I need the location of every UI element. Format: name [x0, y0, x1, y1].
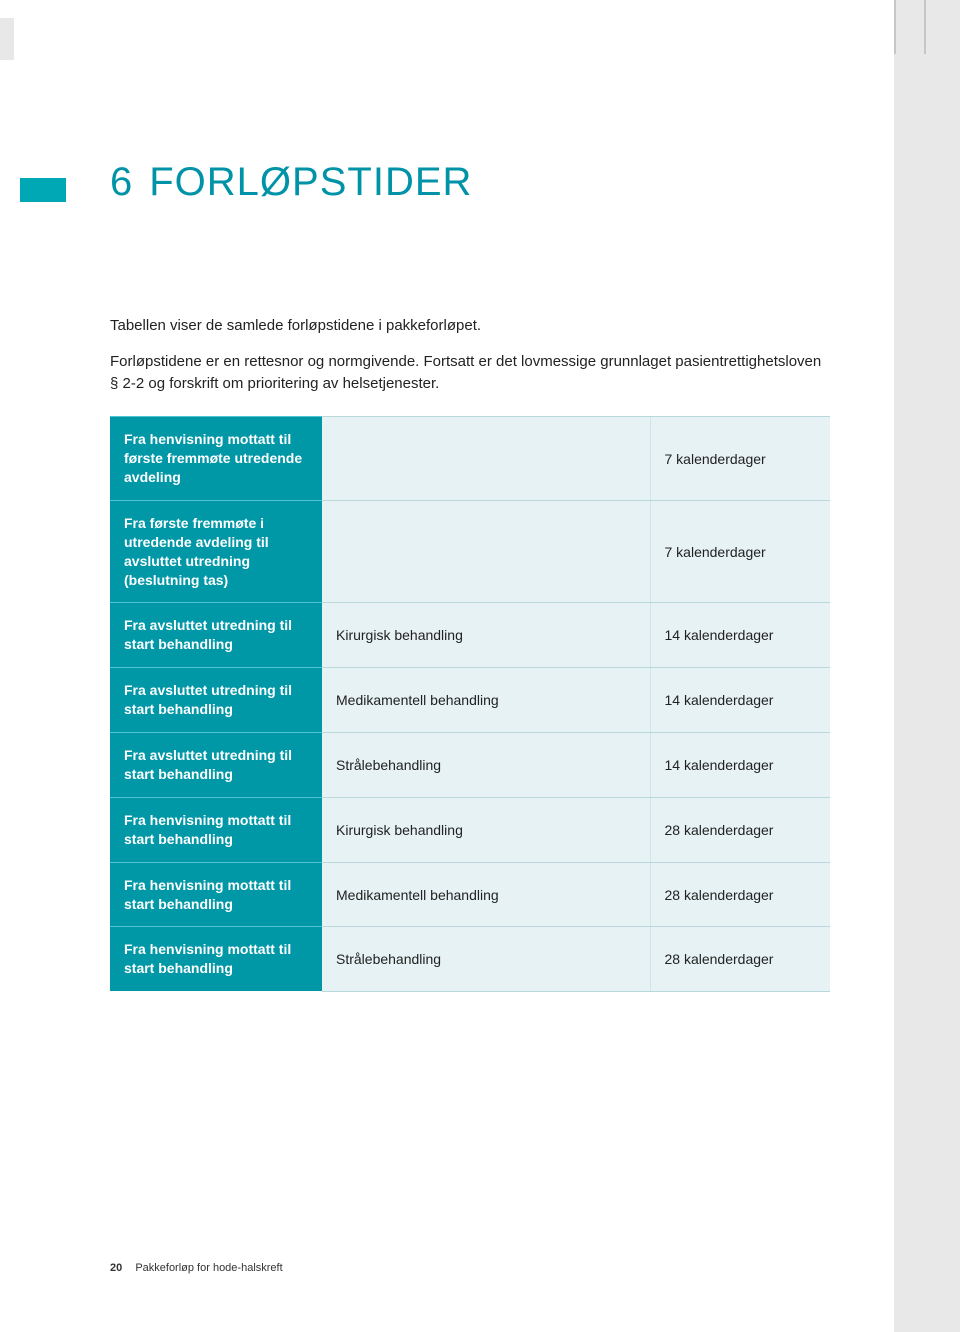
row-mid: Medikamentell behandling	[322, 862, 650, 927]
row-mid	[322, 417, 650, 501]
row-label: Fra henvisning mottatt til start behandl…	[110, 862, 322, 927]
table-row: Fra avsluttet utredning til start behand…	[110, 668, 830, 733]
table-row: Fra henvisning mottatt til start behandl…	[110, 927, 830, 991]
table-row: Fra henvisning mottatt til første fremmø…	[110, 417, 830, 501]
row-mid	[322, 500, 650, 603]
chapter-accent-bar	[20, 178, 66, 202]
row-value: 28 kalenderdager	[650, 797, 830, 862]
row-label: Fra avsluttet utredning til start behand…	[110, 733, 322, 798]
row-mid: Medikamentell behandling	[322, 668, 650, 733]
page-content: 6 FORLØPSTIDER Tabellen viser de samlede…	[110, 160, 830, 992]
page-footer: 20 Pakkeforløp for hode-halskreft	[110, 1262, 283, 1274]
row-mid: Kirurgisk behandling	[322, 603, 650, 668]
row-value: 14 kalenderdager	[650, 603, 830, 668]
stack-edge-2	[924, 0, 926, 54]
row-value: 7 kalenderdager	[650, 417, 830, 501]
page-number: 20	[110, 1262, 122, 1274]
row-mid: Strålebehandling	[322, 733, 650, 798]
footer-title: Pakkeforløp for hode-halskreft	[135, 1262, 282, 1274]
row-label: Fra henvisning mottatt til start behandl…	[110, 797, 322, 862]
table-row: Fra henvisning mottatt til start behandl…	[110, 862, 830, 927]
row-value: 14 kalenderdager	[650, 668, 830, 733]
row-mid: Strålebehandling	[322, 927, 650, 991]
intro-paragraph-2: Forløpstidene er en rettesnor og normgiv…	[110, 351, 830, 395]
row-label: Fra avsluttet utredning til start behand…	[110, 668, 322, 733]
stack-edge-1	[894, 0, 896, 54]
row-value: 7 kalenderdager	[650, 500, 830, 603]
left-tab-notch	[0, 18, 14, 60]
row-label: Fra avsluttet utredning til start behand…	[110, 603, 322, 668]
chapter-heading: 6 FORLØPSTIDER	[110, 160, 830, 205]
intro-paragraph-1: Tabellen viser de samlede forløpstidene …	[110, 315, 830, 337]
intro-text: Tabellen viser de samlede forløpstidene …	[110, 315, 830, 394]
row-value: 14 kalenderdager	[650, 733, 830, 798]
table-row: Fra henvisning mottatt til start behandl…	[110, 797, 830, 862]
chapter-title: FORLØPSTIDER	[149, 160, 472, 205]
row-value: 28 kalenderdager	[650, 862, 830, 927]
row-label: Fra første fremmøte i utredende avdeling…	[110, 500, 322, 603]
chapter-number: 6	[110, 160, 131, 205]
table-row: Fra første fremmøte i utredende avdeling…	[110, 500, 830, 603]
row-value: 28 kalenderdager	[650, 927, 830, 991]
forlopstider-table: Fra henvisning mottatt til første fremmø…	[110, 416, 830, 991]
page-sheet: 6 FORLØPSTIDER Tabellen viser de samlede…	[0, 0, 894, 1332]
row-mid: Kirurgisk behandling	[322, 797, 650, 862]
row-label: Fra henvisning mottatt til første fremmø…	[110, 417, 322, 501]
table-row: Fra avsluttet utredning til start behand…	[110, 733, 830, 798]
table-row: Fra avsluttet utredning til start behand…	[110, 603, 830, 668]
row-label: Fra henvisning mottatt til start behandl…	[110, 927, 322, 991]
